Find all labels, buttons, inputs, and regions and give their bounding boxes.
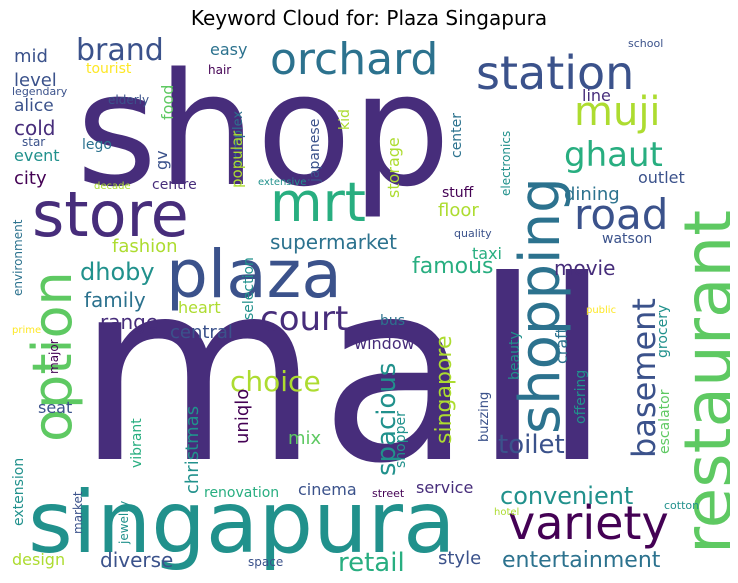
word-buzzing: buzzing	[477, 391, 492, 442]
word-heart: heart	[178, 298, 221, 317]
word-shopping: shopping	[508, 177, 573, 434]
word-jewelry: jewelry	[117, 500, 131, 544]
word-christmas: christmas	[182, 405, 203, 494]
word-star: star	[22, 135, 46, 149]
word-mix: mix	[288, 428, 322, 449]
word-road: road	[574, 190, 669, 239]
word-center: center	[449, 112, 465, 158]
word-elderly: elderly	[108, 93, 150, 107]
word-station: station	[476, 46, 635, 100]
word-grocery: grocery	[655, 304, 671, 358]
word-street: street	[372, 487, 405, 500]
word-event: event	[14, 146, 60, 165]
word-japanese: japanese	[307, 118, 323, 182]
word-toilet: toilet	[498, 430, 565, 460]
word-kid: kid	[337, 109, 353, 130]
word-cold: cold	[14, 116, 56, 140]
word-design: design	[12, 550, 66, 569]
word-plaza: plaza	[166, 236, 342, 313]
word-diverse: diverse	[100, 548, 174, 572]
word-entertainment: entertainment	[502, 548, 661, 573]
word-hotel: hotel	[494, 507, 520, 518]
word-store: store	[32, 178, 189, 251]
word-prime: prime	[12, 325, 42, 336]
word-taxi: taxi	[472, 244, 502, 263]
word-extensive: extensive	[258, 177, 307, 188]
word-dhoby: dhoby	[80, 258, 155, 286]
word-uniqlo: uniqlo	[232, 388, 253, 444]
word-extension: extension	[11, 457, 27, 526]
word-window: window	[354, 334, 415, 353]
word-electronics: electronics	[499, 130, 513, 196]
word-mall: mall	[76, 227, 612, 518]
word-bus: bus	[380, 313, 406, 329]
word-family: family	[84, 288, 146, 312]
page-title: Keyword Cloud for: Plaza Singapura	[190, 6, 548, 30]
word-ghaut: ghaut	[564, 135, 663, 175]
word-lego: lego	[82, 137, 112, 153]
word-outlet: outlet	[638, 168, 685, 187]
word-environment: environment	[11, 219, 25, 296]
word-food: food	[158, 84, 177, 120]
word-vibrant: vibrant	[129, 418, 145, 468]
word-watson: watson	[602, 231, 653, 247]
word-alice: alice	[14, 96, 54, 116]
word-supermarket: supermarket	[270, 230, 397, 254]
word-easy: easy	[210, 40, 248, 59]
word-hair: hair	[208, 63, 232, 77]
word-mid: mid	[14, 46, 48, 67]
word-range: range	[100, 310, 159, 334]
word-space: space	[248, 555, 284, 569]
word-court: court	[260, 299, 349, 339]
word-school: school	[628, 37, 664, 50]
word-tourist: tourist	[86, 61, 132, 77]
word-shop: shop	[76, 39, 451, 221]
word-dining: dining	[564, 184, 620, 205]
word-stuff: stuff	[442, 185, 474, 201]
word-selection: selection	[241, 257, 257, 320]
word-muji: muji	[574, 89, 661, 135]
word-convenient: convenient	[500, 482, 634, 510]
word-line: line	[582, 86, 611, 105]
word-quality: quality	[454, 227, 492, 240]
word-beauty: beauty	[507, 331, 523, 380]
word-cinema: cinema	[298, 480, 357, 499]
word-seat: seat	[38, 398, 73, 417]
word-orchard: orchard	[270, 34, 439, 85]
word-centre: centre	[152, 177, 197, 193]
word-escalator: escalator	[657, 389, 673, 454]
word-level: level	[14, 70, 57, 91]
word-cotton: cotton	[664, 499, 700, 512]
word-cloud: mall shop singapura restaurant option pl…	[8, 34, 730, 577]
word-renovation: renovation	[204, 485, 280, 501]
word-city: city	[14, 168, 47, 189]
word-service: service	[416, 478, 474, 497]
word-legendary: legendary	[12, 85, 68, 98]
word-decade: decade	[94, 181, 131, 192]
word-choice: choice	[230, 365, 321, 398]
word-famous: famous	[412, 254, 494, 279]
word-singapore: singapore	[432, 335, 457, 445]
word-style: style	[438, 548, 482, 569]
word-retail: retail	[338, 548, 405, 577]
word-fashion: fashion	[112, 236, 178, 257]
word-gv: gv	[152, 150, 171, 170]
word-singapura: singapura	[28, 473, 456, 573]
word-public: public	[586, 305, 617, 316]
word-variety: variety	[508, 496, 669, 550]
word-popular: popular	[228, 130, 246, 188]
word-movie: movie	[554, 256, 616, 280]
word-shopper: shopper	[393, 411, 409, 468]
word-brand: brand	[76, 34, 164, 68]
word-mrt: mrt	[270, 171, 366, 234]
word-offering: offering	[573, 369, 589, 424]
word-central: central	[170, 322, 233, 343]
word-craft: craft	[552, 327, 571, 364]
word-major: major	[47, 339, 61, 374]
word-market: market	[71, 491, 85, 534]
word-storage: storage	[384, 137, 403, 198]
word-floor: floor	[438, 200, 479, 221]
